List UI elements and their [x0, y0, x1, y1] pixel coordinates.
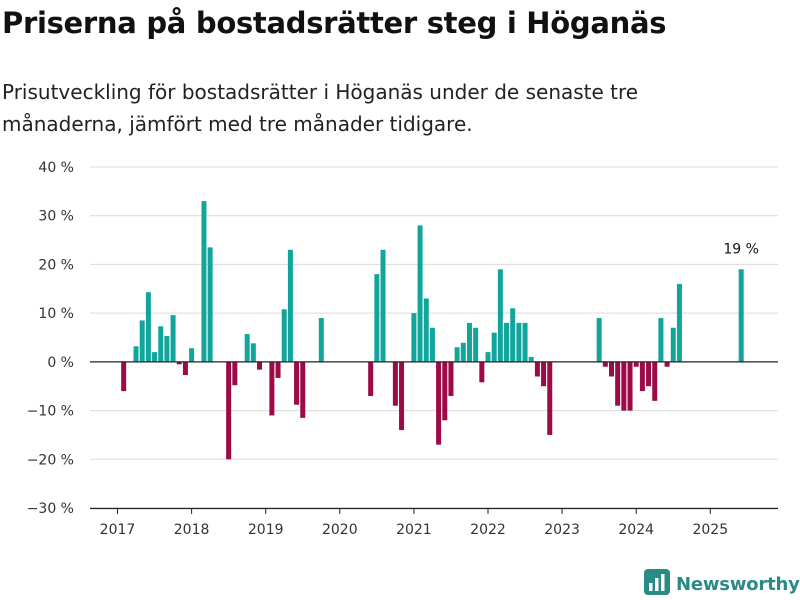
- y-tick-label: 0 %: [47, 355, 74, 371]
- bar: [164, 336, 170, 362]
- x-tick-label: 2018: [174, 522, 210, 538]
- bar: [646, 361, 652, 387]
- bar: [257, 361, 263, 370]
- bar: [170, 315, 176, 362]
- bar: [658, 318, 664, 362]
- bar: [491, 332, 497, 362]
- bar: [374, 274, 380, 362]
- bar: [510, 308, 516, 362]
- y-tick-label: −10 %: [27, 404, 74, 420]
- bar: [392, 361, 398, 406]
- y-axis-labels: −30 % −20 % −10 % 0 % 10 % 20 % 30 % 40 %: [27, 160, 74, 517]
- bar: [670, 327, 676, 362]
- bar: [207, 247, 213, 362]
- bar: [516, 322, 522, 362]
- bar: [466, 322, 472, 362]
- bar: [534, 361, 540, 377]
- bar: [602, 361, 608, 367]
- x-tick-label: 2019: [248, 522, 284, 538]
- bar: [541, 361, 547, 387]
- bar: [318, 318, 324, 362]
- bar: [609, 361, 614, 377]
- y-tick-label: 30 %: [38, 209, 74, 225]
- bar: [460, 342, 466, 362]
- bar-chart-logo-icon: [644, 569, 670, 599]
- bar: [250, 343, 256, 362]
- y-tick-label: 40 %: [38, 160, 74, 176]
- bar: [152, 352, 158, 362]
- x-tick-label: 2025: [692, 522, 728, 538]
- x-tick-label: 2022: [470, 522, 506, 538]
- bar: [664, 361, 670, 367]
- bar: [676, 283, 682, 362]
- bar: [436, 361, 442, 445]
- bar: [182, 361, 188, 376]
- bar: [232, 361, 238, 386]
- bar: [547, 361, 553, 435]
- bar: [145, 292, 151, 362]
- axes: [90, 361, 778, 510]
- bar: [368, 361, 374, 396]
- bar: [627, 361, 633, 411]
- bars: [121, 201, 744, 460]
- bar: [473, 327, 479, 362]
- bar: [497, 269, 503, 362]
- x-tick-label: 2024: [618, 522, 654, 538]
- bar: [423, 298, 429, 362]
- chart-subtitle: Prisutveckling för bostadsrätter i Högan…: [2, 80, 639, 136]
- bar: [287, 249, 293, 362]
- brand-name: Newsworthy: [676, 573, 800, 595]
- x-tick-label: 2017: [100, 522, 136, 538]
- bar: [522, 322, 528, 362]
- bar: [244, 334, 250, 362]
- bar: [158, 326, 164, 362]
- bar: [448, 361, 454, 396]
- bar: [411, 313, 417, 362]
- bar: [121, 361, 127, 392]
- bar: [596, 318, 602, 362]
- bar: [652, 361, 658, 401]
- bar: [133, 346, 139, 362]
- bar: [479, 361, 485, 383]
- x-tick-label: 2023: [544, 522, 580, 538]
- y-tick-label: 20 %: [38, 257, 74, 273]
- bar: [281, 309, 287, 362]
- bar: [294, 361, 300, 405]
- bar: [226, 361, 232, 460]
- bar: [380, 249, 386, 362]
- x-axis-labels: 2017 2018 2019 2020 2021 2022 2023 2024 2025: [100, 508, 728, 538]
- bar: [454, 347, 460, 362]
- y-tick-label: −20 %: [27, 452, 74, 468]
- x-tick-label: 2021: [396, 522, 432, 538]
- bar: [621, 361, 627, 411]
- bar: [504, 322, 510, 362]
- chart-title: Priserna på bostadsrätter steg i Höganäs: [2, 6, 667, 40]
- bar: [300, 361, 306, 418]
- bar: [442, 361, 448, 421]
- y-tick-label: −30 %: [27, 501, 74, 517]
- bar: [275, 361, 281, 378]
- bar: [189, 348, 195, 362]
- bar: [139, 320, 145, 362]
- bar: [269, 361, 275, 416]
- brand[interactable]: Newsworthy: [644, 569, 800, 599]
- x-tick-label: 2020: [322, 522, 358, 538]
- bar: [639, 361, 645, 392]
- bar: [615, 361, 621, 406]
- bar: [201, 201, 207, 362]
- bar: [633, 361, 639, 367]
- bar: [429, 327, 435, 362]
- annotations: 19 %: [723, 241, 759, 257]
- bar: [176, 361, 182, 365]
- bar: [399, 361, 405, 431]
- y-tick-label: 10 %: [38, 306, 74, 322]
- bar: [738, 269, 744, 362]
- value-annotation: 19 %: [723, 241, 759, 257]
- bar: [485, 352, 491, 362]
- bar: [417, 225, 423, 362]
- bar: [528, 356, 534, 362]
